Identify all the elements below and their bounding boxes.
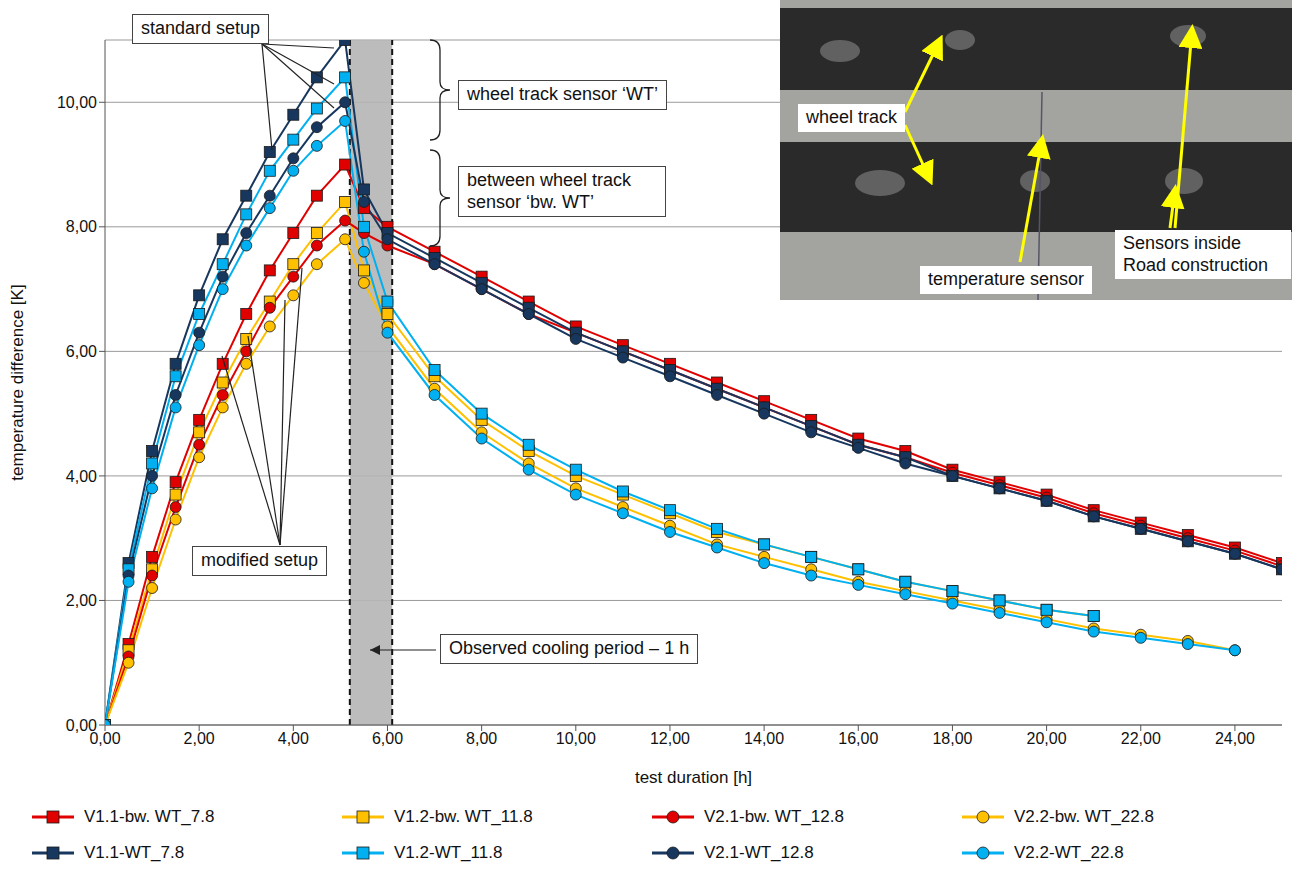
svg-text:4,00: 4,00 (66, 468, 97, 485)
html-text:Sensors inside Road constructi: Sensors inside Road construction (1123, 233, 1269, 275)
svg-text:0,00: 0,00 (89, 730, 121, 748)
html-text:temperature sensor: temperature sensor (928, 269, 1085, 289)
html-text:between wheel track sensor ‘bw: between wheel track sensor ‘bw. WT’ (467, 170, 632, 212)
svg-text:2,00: 2,00 (184, 730, 215, 747)
svg-text:4,00: 4,00 (278, 730, 309, 747)
svg-text:6,00: 6,00 (372, 730, 403, 747)
html-text:wheel track: wheel track (806, 107, 897, 127)
svg-text:24,00: 24,00 (1215, 730, 1255, 747)
svg-text:20,00: 20,00 (1027, 730, 1067, 747)
html-text:V1.2-bw. WT_11.8: V1.2-bw. WT_11.8 (394, 807, 533, 826)
html-text:standard setup: standard setup (141, 18, 261, 38)
html-text:V1.1-bw. WT_7.8: V1.1-bw. WT_7.8 (84, 807, 215, 826)
html-text:V2.2-WT_22.8: V2.2-WT_22.8 (1014, 843, 1124, 862)
svg-text:14,00: 14,00 (744, 730, 784, 747)
svg-text:22,00: 22,00 (1121, 730, 1161, 747)
html-text:V2.1-WT_12.8: V2.1-WT_12.8 (704, 843, 814, 862)
svg-text:0,00: 0,00 (66, 717, 97, 734)
html-text:V2.1-bw. WT_12.8: V2.1-bw. WT_12.8 (704, 807, 844, 826)
svg-text:18,00: 18,00 (932, 730, 972, 747)
html-text:Observed cooling period – 1 h: Observed cooling period – 1 h (449, 638, 690, 658)
svg-text:16,00: 16,00 (838, 730, 878, 747)
svg-text:6,00: 6,00 (66, 343, 97, 360)
svg-text:10,00: 10,00 (57, 94, 97, 111)
svg-text:8,00: 8,00 (466, 730, 497, 747)
html-text:modified setup: modified setup (201, 550, 319, 570)
html-text:V1.2-WT_11.8: V1.2-WT_11.8 (394, 843, 503, 862)
svg-text:8,00: 8,00 (66, 218, 97, 235)
svg-text:test duration [h]: test duration [h] (635, 768, 752, 787)
svg-text:10,00: 10,00 (556, 730, 596, 747)
svg-text:2,00: 2,00 (66, 592, 97, 609)
svg-text:12,00: 12,00 (650, 730, 690, 747)
html-text:V2.2-bw. WT_22.8: V2.2-bw. WT_22.8 (1014, 807, 1154, 826)
html-text:V1.1-WT_7.8: V1.1-WT_7.8 (84, 843, 185, 862)
html-text:wheel track sensor ‘WT’: wheel track sensor ‘WT’ (467, 84, 659, 104)
svg-text:temperature difference [K]: temperature difference [K] (8, 284, 27, 480)
